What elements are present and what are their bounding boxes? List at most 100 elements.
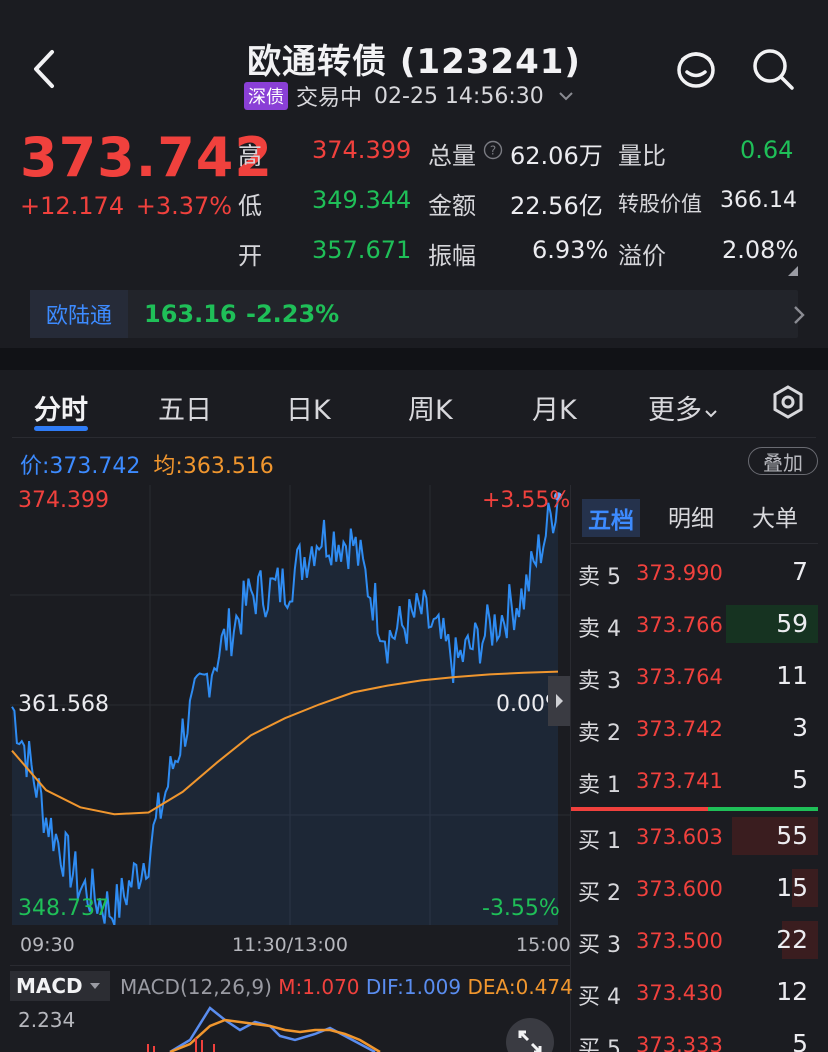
ask-row-4: 卖 4 373.766 59 [570, 605, 818, 645]
overlay-button[interactable]: 叠加 [748, 447, 818, 475]
status-line: 深债 交易中 02-25 14:56:30 [244, 82, 574, 111]
underlying-change: -2.23% [246, 300, 340, 328]
tab-five-day[interactable]: 五日 [158, 395, 212, 426]
tab-daily-k[interactable]: 日K [286, 395, 331, 426]
active-tab-indicator [34, 426, 88, 431]
ask-price: 373.766 [636, 613, 723, 637]
bid-volume: 22 [776, 925, 808, 954]
last-price: 373.742 [20, 126, 273, 189]
volume-bar [726, 605, 818, 643]
bid-volume: 55 [776, 821, 808, 850]
collapse-handle[interactable] [548, 676, 570, 726]
tab-big-orders[interactable]: 大单 [752, 506, 798, 532]
bid-label: 买 5 [578, 1037, 621, 1052]
price-value: 373.742 [49, 454, 141, 479]
tab-intraday[interactable]: 分时 [34, 395, 88, 426]
volume-value: 62.06万 [510, 142, 603, 170]
indicator-selector[interactable]: MACD [10, 971, 110, 1001]
fullscreen-button[interactable] [506, 1018, 554, 1052]
tab-weekly-k[interactable]: 周K [408, 395, 453, 426]
volume-label: 总量 [428, 142, 476, 170]
assistant-icon[interactable] [672, 44, 720, 92]
vol-ratio-label: 量比 [618, 142, 666, 170]
price-label: 价: [20, 454, 50, 479]
ask-row-2: 卖 2 373.742 3 [570, 709, 818, 749]
pct-axis-bottom: -3.55% [482, 896, 560, 921]
open-value: 357.671 [312, 236, 412, 264]
chevron-down-icon [705, 410, 717, 418]
indicator-name: MACD [16, 974, 83, 998]
quote-header: 欧通转债 (123241) 深债 交易中 02-25 14:56:30 373.… [0, 0, 828, 348]
period-tabs: 分时 五日 日K 周K 月K 更多 [0, 370, 828, 438]
bid-volume: 12 [776, 977, 808, 1006]
price-area [12, 496, 558, 925]
bid-label: 买 3 [578, 933, 621, 958]
amplitude-label: 振幅 [428, 242, 476, 270]
pct-axis-top: +3.55% [482, 488, 571, 513]
low-label: 低 [238, 192, 262, 220]
chevron-down-icon [89, 983, 100, 989]
back-icon[interactable] [28, 48, 60, 90]
amplitude-value: 6.93% [532, 236, 609, 264]
bid-row-3: 买 3 373.500 22 [570, 921, 818, 961]
datetime: 02-25 14:56:30 [374, 83, 544, 109]
conv-value-label: 转股价值 [618, 192, 702, 216]
macd-dif: DIF:1.009 [365, 975, 462, 999]
y-axis-bottom: 348.737 [18, 896, 109, 921]
help-icon[interactable]: ? [483, 140, 503, 160]
underlying-stock-row[interactable]: 欧陆通 163.16 -2.23% [30, 290, 805, 338]
buy-sell-ratio-red [570, 807, 708, 811]
conv-value: 366.14 [720, 188, 797, 213]
ask-row-5: 卖 5 373.990 7 [570, 553, 818, 593]
chevron-down-icon[interactable] [558, 90, 574, 102]
intraday-chart-svg [10, 485, 570, 926]
macd-values: MACD(12,26,9) M:1.070 DIF:1.009 DEA:0.47… [120, 975, 573, 999]
open-label: 开 [238, 242, 262, 270]
amount-value: 22.56亿 [510, 192, 603, 220]
tab-details[interactable]: 明细 [668, 506, 714, 532]
ask-price: 373.764 [636, 665, 723, 689]
ask-label: 卖 1 [578, 773, 621, 798]
tab-more[interactable]: 更多 [648, 388, 718, 427]
chevron-right-icon [794, 306, 805, 324]
market-badge: 深债 [244, 82, 288, 110]
ask-label: 卖 2 [578, 721, 621, 746]
volume-bar [792, 869, 818, 907]
macd-m: M:1.070 [278, 975, 360, 999]
bid-row-2: 买 2 373.600 15 [570, 869, 818, 909]
bid-row-5: 买 5 373.333 5 [570, 1025, 818, 1052]
price-avg-bar: 价:373.742 均:363.516 [20, 448, 274, 480]
macd-chart [147, 1006, 381, 1052]
trade-status: 交易中 [296, 86, 363, 111]
ask-price: 373.742 [636, 717, 723, 741]
tab-divider [12, 437, 816, 438]
volume-bar [782, 921, 818, 959]
change-percent: +3.37% [135, 192, 233, 220]
intraday-chart[interactable] [10, 485, 570, 926]
expand-corner-icon[interactable] [788, 266, 798, 276]
page-title: 欧通转债 (123241) [247, 42, 581, 82]
ask-volume: 5 [792, 765, 808, 794]
underlying-name: 欧陆通 [30, 290, 128, 338]
x-axis-mid: 11:30/13:00 [232, 934, 348, 956]
settings-hexagon-icon[interactable] [770, 384, 806, 420]
macd-dea: DEA:0.474 [467, 975, 573, 999]
bid-volume: 5 [792, 1029, 808, 1052]
expand-arrows-icon [518, 1030, 542, 1052]
buy-sell-ratio-green [708, 807, 818, 811]
price-point [554, 492, 562, 501]
tab-five-levels[interactable]: 五档 [582, 499, 640, 537]
bid-price: 373.603 [636, 825, 723, 849]
search-icon[interactable] [750, 46, 796, 92]
bid-row-4: 买 4 373.430 12 [570, 973, 818, 1013]
high-value: 374.399 [312, 136, 412, 164]
ask-volume: 59 [776, 609, 808, 638]
y-axis-mid: 361.568 [18, 692, 109, 717]
vol-ratio-value: 0.64 [740, 136, 794, 164]
bid-label: 买 4 [578, 985, 621, 1010]
ask-volume: 11 [776, 661, 808, 690]
y-axis-top: 374.399 [18, 488, 109, 513]
avg-value: 363.516 [182, 454, 274, 479]
ask-label: 卖 4 [578, 617, 621, 642]
tab-monthly-k[interactable]: 月K [532, 395, 577, 426]
